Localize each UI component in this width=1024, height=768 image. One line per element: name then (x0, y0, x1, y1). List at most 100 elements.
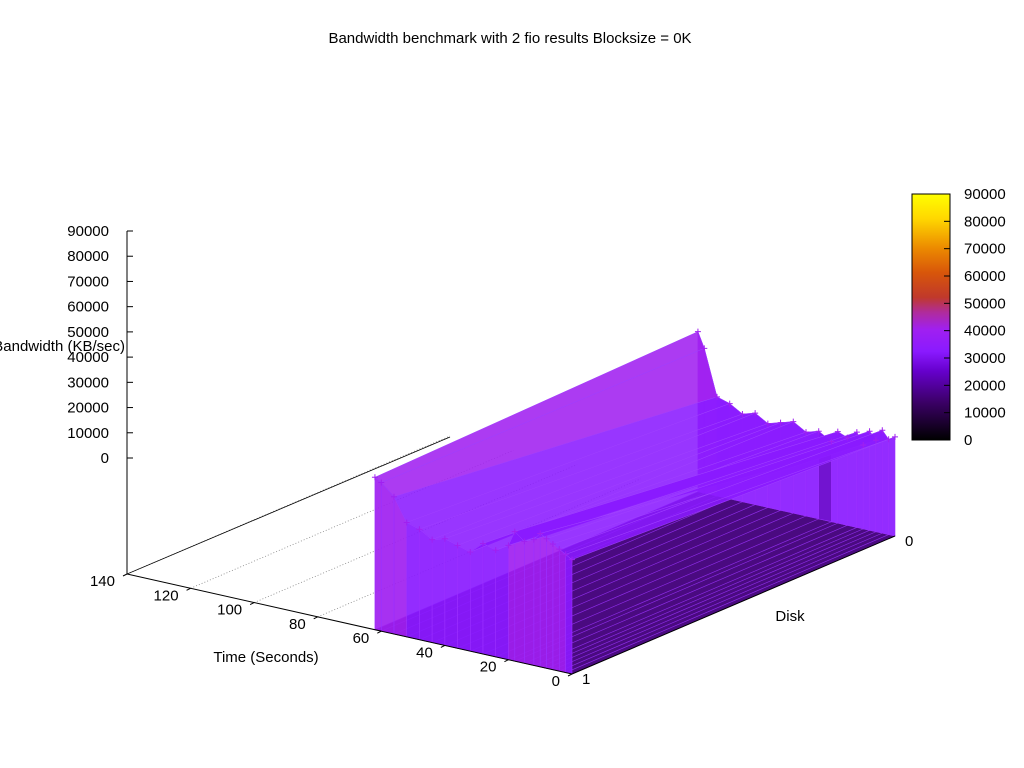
x-tick-mark-2 (440, 644, 446, 648)
z-tick-label-1: 10000 (67, 425, 109, 442)
data-point-s1-18 (391, 493, 397, 500)
z-tick-label-4: 40000 (67, 349, 109, 366)
x-tick-label-5: 100 (217, 602, 242, 619)
surface-wall-s1-1 (565, 553, 573, 675)
surface-wall-s1-14 (444, 538, 458, 649)
x-tick-label-2: 40 (416, 644, 433, 661)
colorbar-tick-label-0: 0 (964, 432, 972, 449)
axes (126, 231, 896, 675)
data-point-s1-16 (416, 526, 423, 533)
data-point-s1-3 (549, 540, 556, 547)
x-tick-labels: 0 20 40 60 80 100 120 140 (90, 573, 573, 690)
colorbar-tick-label-7: 70000 (964, 241, 1006, 258)
z-tick-labels: 0 10000 20000 30000 40000 50000 60000 70000 8000… (67, 223, 133, 467)
surface-wall-s1-5 (539, 532, 547, 669)
data-point-s1-1 (562, 551, 569, 558)
data-point-s0-9 (828, 438, 835, 445)
back-axis-line (126, 436, 451, 575)
data-point-s0-14 (764, 420, 771, 427)
surface-wall-s0-3 (875, 429, 883, 534)
x-tick-mark-5 (249, 602, 255, 606)
data-point-s0-1 (885, 436, 892, 443)
data-point-s1-11 (480, 540, 486, 547)
data-point-s1-9 (505, 542, 512, 549)
surface-wall-s1-10 (495, 544, 509, 661)
x-tick-mark-7 (122, 573, 128, 577)
x-tick-label-4: 80 (289, 616, 306, 633)
data-point-s0-16 (739, 411, 746, 418)
surface-wall-s1-13 (457, 544, 471, 652)
data-point-s0-6 (853, 429, 860, 436)
data-point-s1-8 (511, 528, 518, 535)
y-axis-line (571, 535, 896, 675)
surface-wall-s1-20 (374, 476, 382, 632)
surface (371, 328, 898, 675)
data-point-s0-2 (879, 427, 886, 434)
z-tick-label-0: 0 (101, 450, 109, 467)
x-tick-label-6: 120 (154, 587, 179, 604)
data-point-s1-20 (371, 474, 378, 481)
colorbar-tick-label-5: 50000 (964, 295, 1006, 312)
y-tick-label-1: 1 (582, 671, 590, 688)
surface-wall-s1-16 (419, 528, 433, 643)
data-point-s1-0 (569, 556, 575, 563)
data-point-s1-12 (467, 549, 474, 556)
surface-wall-s1-4 (546, 538, 554, 671)
data-point-s1-17 (403, 519, 410, 526)
data-point-s0-19 (701, 345, 708, 352)
x-tick-mark-1 (504, 659, 509, 663)
data-point-s0-12 (790, 418, 797, 425)
data-point-s1-2 (556, 546, 563, 553)
z-tick-label-2: 20000 (67, 400, 109, 417)
colorbar-tick-label-4: 40000 (964, 323, 1006, 340)
surface-wall-s1-11 (482, 542, 497, 658)
x-axis-line (126, 573, 573, 675)
data-point-s0-0 (892, 433, 898, 440)
y-tick-labels: 01 (582, 533, 913, 688)
data-point-s0-13 (777, 419, 784, 426)
data-point-s1-15 (429, 536, 436, 543)
data-point-s1-6 (530, 536, 537, 543)
z-tick-label-8: 80000 (67, 248, 109, 265)
z-tick-label-7: 70000 (67, 273, 109, 290)
colorbar-gradient (911, 193, 951, 441)
colorbar-tick-label-2: 20000 (964, 377, 1006, 394)
surface-wall-s1-2 (558, 548, 566, 673)
data-point-s0-18 (714, 393, 720, 400)
surface-wall-s0-1 (888, 436, 896, 537)
surface-wall-s1-17 (406, 522, 420, 641)
colorbar-tick-label-9: 90000 (964, 186, 1006, 203)
colorbar-tick-label-3: 30000 (964, 350, 1006, 367)
surface-wall-s1-6 (533, 532, 541, 668)
data-point-s1-13 (454, 542, 461, 549)
x-tick-label-0: 0 (552, 673, 560, 690)
data-point-s1-10 (492, 547, 499, 554)
surface-wall-s1-19 (380, 481, 395, 635)
colorbar-tick-label-8: 80000 (964, 213, 1006, 230)
x-tick-label-7: 140 (90, 573, 115, 590)
data-point-s0-11 (803, 429, 809, 436)
data-point-s1-19 (378, 479, 385, 486)
x-tick-mark-3 (377, 630, 382, 634)
data-point-s0-4 (866, 428, 873, 435)
x-tick-mark-4 (313, 616, 318, 620)
x-tick-label-3: 60 (353, 630, 370, 647)
z-tick-label-3: 30000 (67, 374, 109, 391)
x-tick-mark-6 (186, 587, 191, 591)
data-point-s1-7 (521, 538, 528, 545)
data-point-s0-15 (752, 410, 759, 417)
y-axis-label: Disk (775, 608, 805, 625)
data-point-s0-5 (860, 442, 867, 449)
data-point-s0-7 (844, 434, 851, 441)
z-tick-label-6: 60000 (67, 299, 109, 316)
data-point-s1-14 (441, 535, 448, 542)
surface-wall-s1-9 (508, 531, 516, 662)
data-point-s1-4 (543, 535, 550, 542)
chart-title: Bandwidth benchmark with 2 fio results B… (328, 30, 691, 47)
colorbar-tick-label-6: 60000 (964, 268, 1006, 285)
y-tick-label-0: 0 (905, 533, 913, 550)
x-tick-mark-0 (567, 673, 573, 677)
data-point-s0-10 (815, 428, 822, 435)
surface-wall-s1-15 (431, 538, 446, 646)
